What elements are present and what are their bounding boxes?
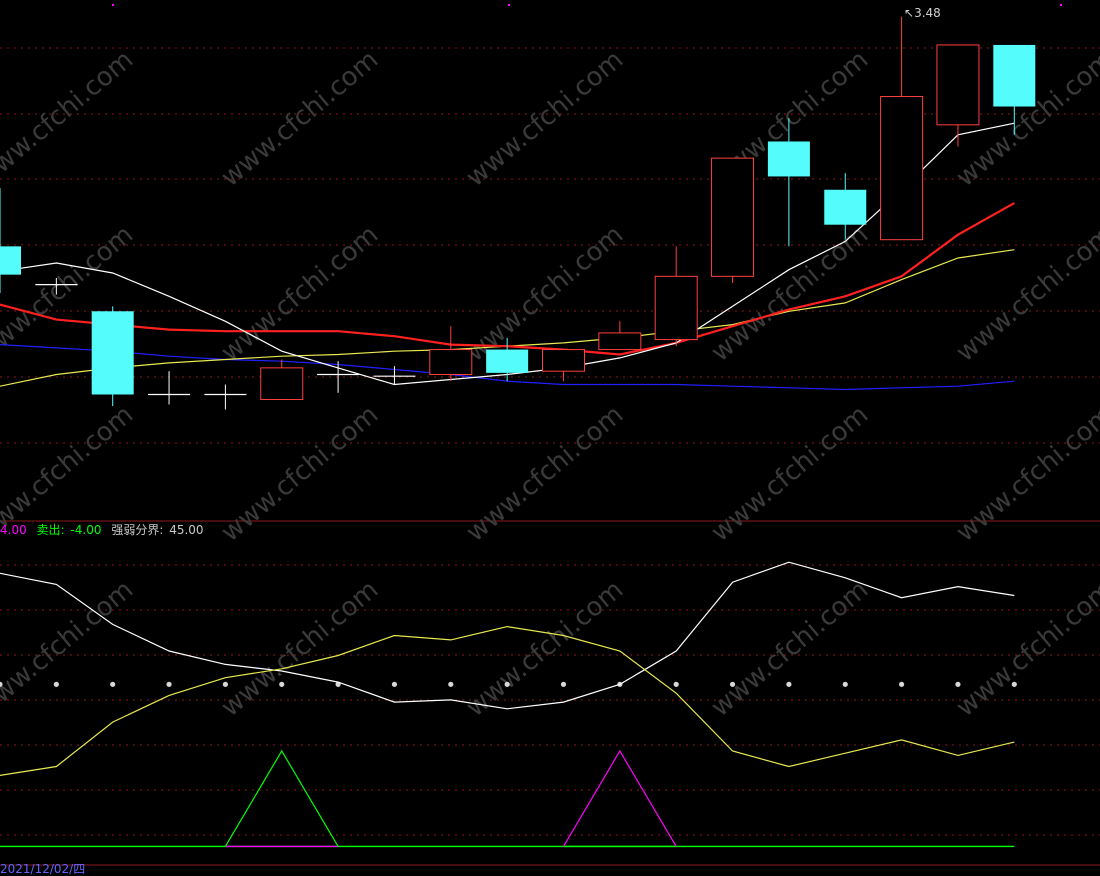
candle-body: [711, 157, 755, 277]
watermark-text: www.cfchi.com: [461, 45, 630, 193]
watermark-text: www.cfchi.com: [706, 400, 875, 548]
candle-body: [880, 96, 924, 241]
divider-dot: [729, 681, 736, 687]
candle-body: [654, 275, 698, 341]
divider-dot: [391, 681, 398, 687]
watermark-text: www.cfchi.com: [951, 400, 1100, 548]
divider-dot: [955, 681, 961, 687]
divider-value: 45.00: [169, 523, 204, 537]
candle-body: [824, 189, 867, 225]
top-tick-mark: [1060, 4, 1062, 6]
watermark-text: www.cfchi.com: [216, 45, 385, 193]
candle-body: [767, 141, 810, 177]
divider-label: 强弱分界:: [111, 523, 164, 537]
divider-dot: [0, 681, 3, 687]
divider-dot: [166, 681, 172, 687]
watermark-text: www.cfchi.com: [461, 400, 630, 548]
watermark-text: www.cfchi.com: [706, 575, 875, 723]
divider-dot: [504, 681, 510, 687]
divider-dot: [1011, 681, 1017, 687]
candle-body: [91, 311, 134, 395]
peak-price-value: 3.48: [914, 6, 941, 20]
divider-dot: [279, 681, 285, 687]
candle-body: [260, 367, 304, 400]
watermark-text: www.cfchi.com: [0, 45, 139, 193]
divider-dot: [842, 681, 848, 687]
sell-label: 卖出:: [36, 523, 65, 537]
candle-body: [486, 349, 529, 373]
top-tick-mark: [508, 4, 510, 6]
watermark-text: www.cfchi.com: [216, 220, 385, 368]
candle-body: [936, 44, 980, 126]
candle-body: [429, 349, 473, 376]
watermark-text: www.cfchi.com: [216, 400, 385, 548]
divider-dot: [448, 681, 454, 687]
divider-dot: [53, 681, 59, 687]
peak-price-label: ↖3.48: [904, 6, 941, 20]
sell-signal-triangle: [224, 749, 339, 847]
cursor-date: 2021/12/02/四: [0, 862, 86, 876]
candle-body: [993, 44, 1036, 107]
oscillator-white-line: [0, 561, 1015, 710]
watermark-text: www.cfchi.com: [0, 575, 139, 723]
divider-dot: [673, 681, 679, 687]
watermark-text: www.cfchi.com: [951, 220, 1100, 368]
candle-body: [542, 349, 585, 372]
candle-body: [0, 246, 21, 275]
divider-dot: [786, 681, 792, 687]
watermark-text: www.cfchi.com: [216, 575, 385, 723]
buy-signal-triangle: [562, 749, 677, 847]
oscillator-yellow-line: [0, 625, 1015, 776]
sell-value: -4.00: [70, 523, 102, 537]
indicator-legend: 4.00 卖出: -4.00 强弱分界: 45.00: [0, 521, 210, 539]
candle-body: [598, 332, 642, 351]
divider-dot: [110, 681, 116, 687]
top-tick-mark: [112, 4, 114, 6]
watermark-text: www.cfchi.com: [461, 575, 630, 723]
oscillator-panel: [0, 561, 1017, 848]
watermark-text: www.cfchi.com: [951, 575, 1100, 723]
ma60-line: [0, 344, 1015, 391]
buy-value: 4.00: [0, 523, 27, 537]
divider-dot: [899, 681, 905, 687]
divider-dot: [222, 681, 228, 687]
candlestick-panel: [0, 16, 1036, 410]
divider-dot: [560, 681, 567, 687]
peak-arrow-icon: ↖: [904, 6, 915, 20]
